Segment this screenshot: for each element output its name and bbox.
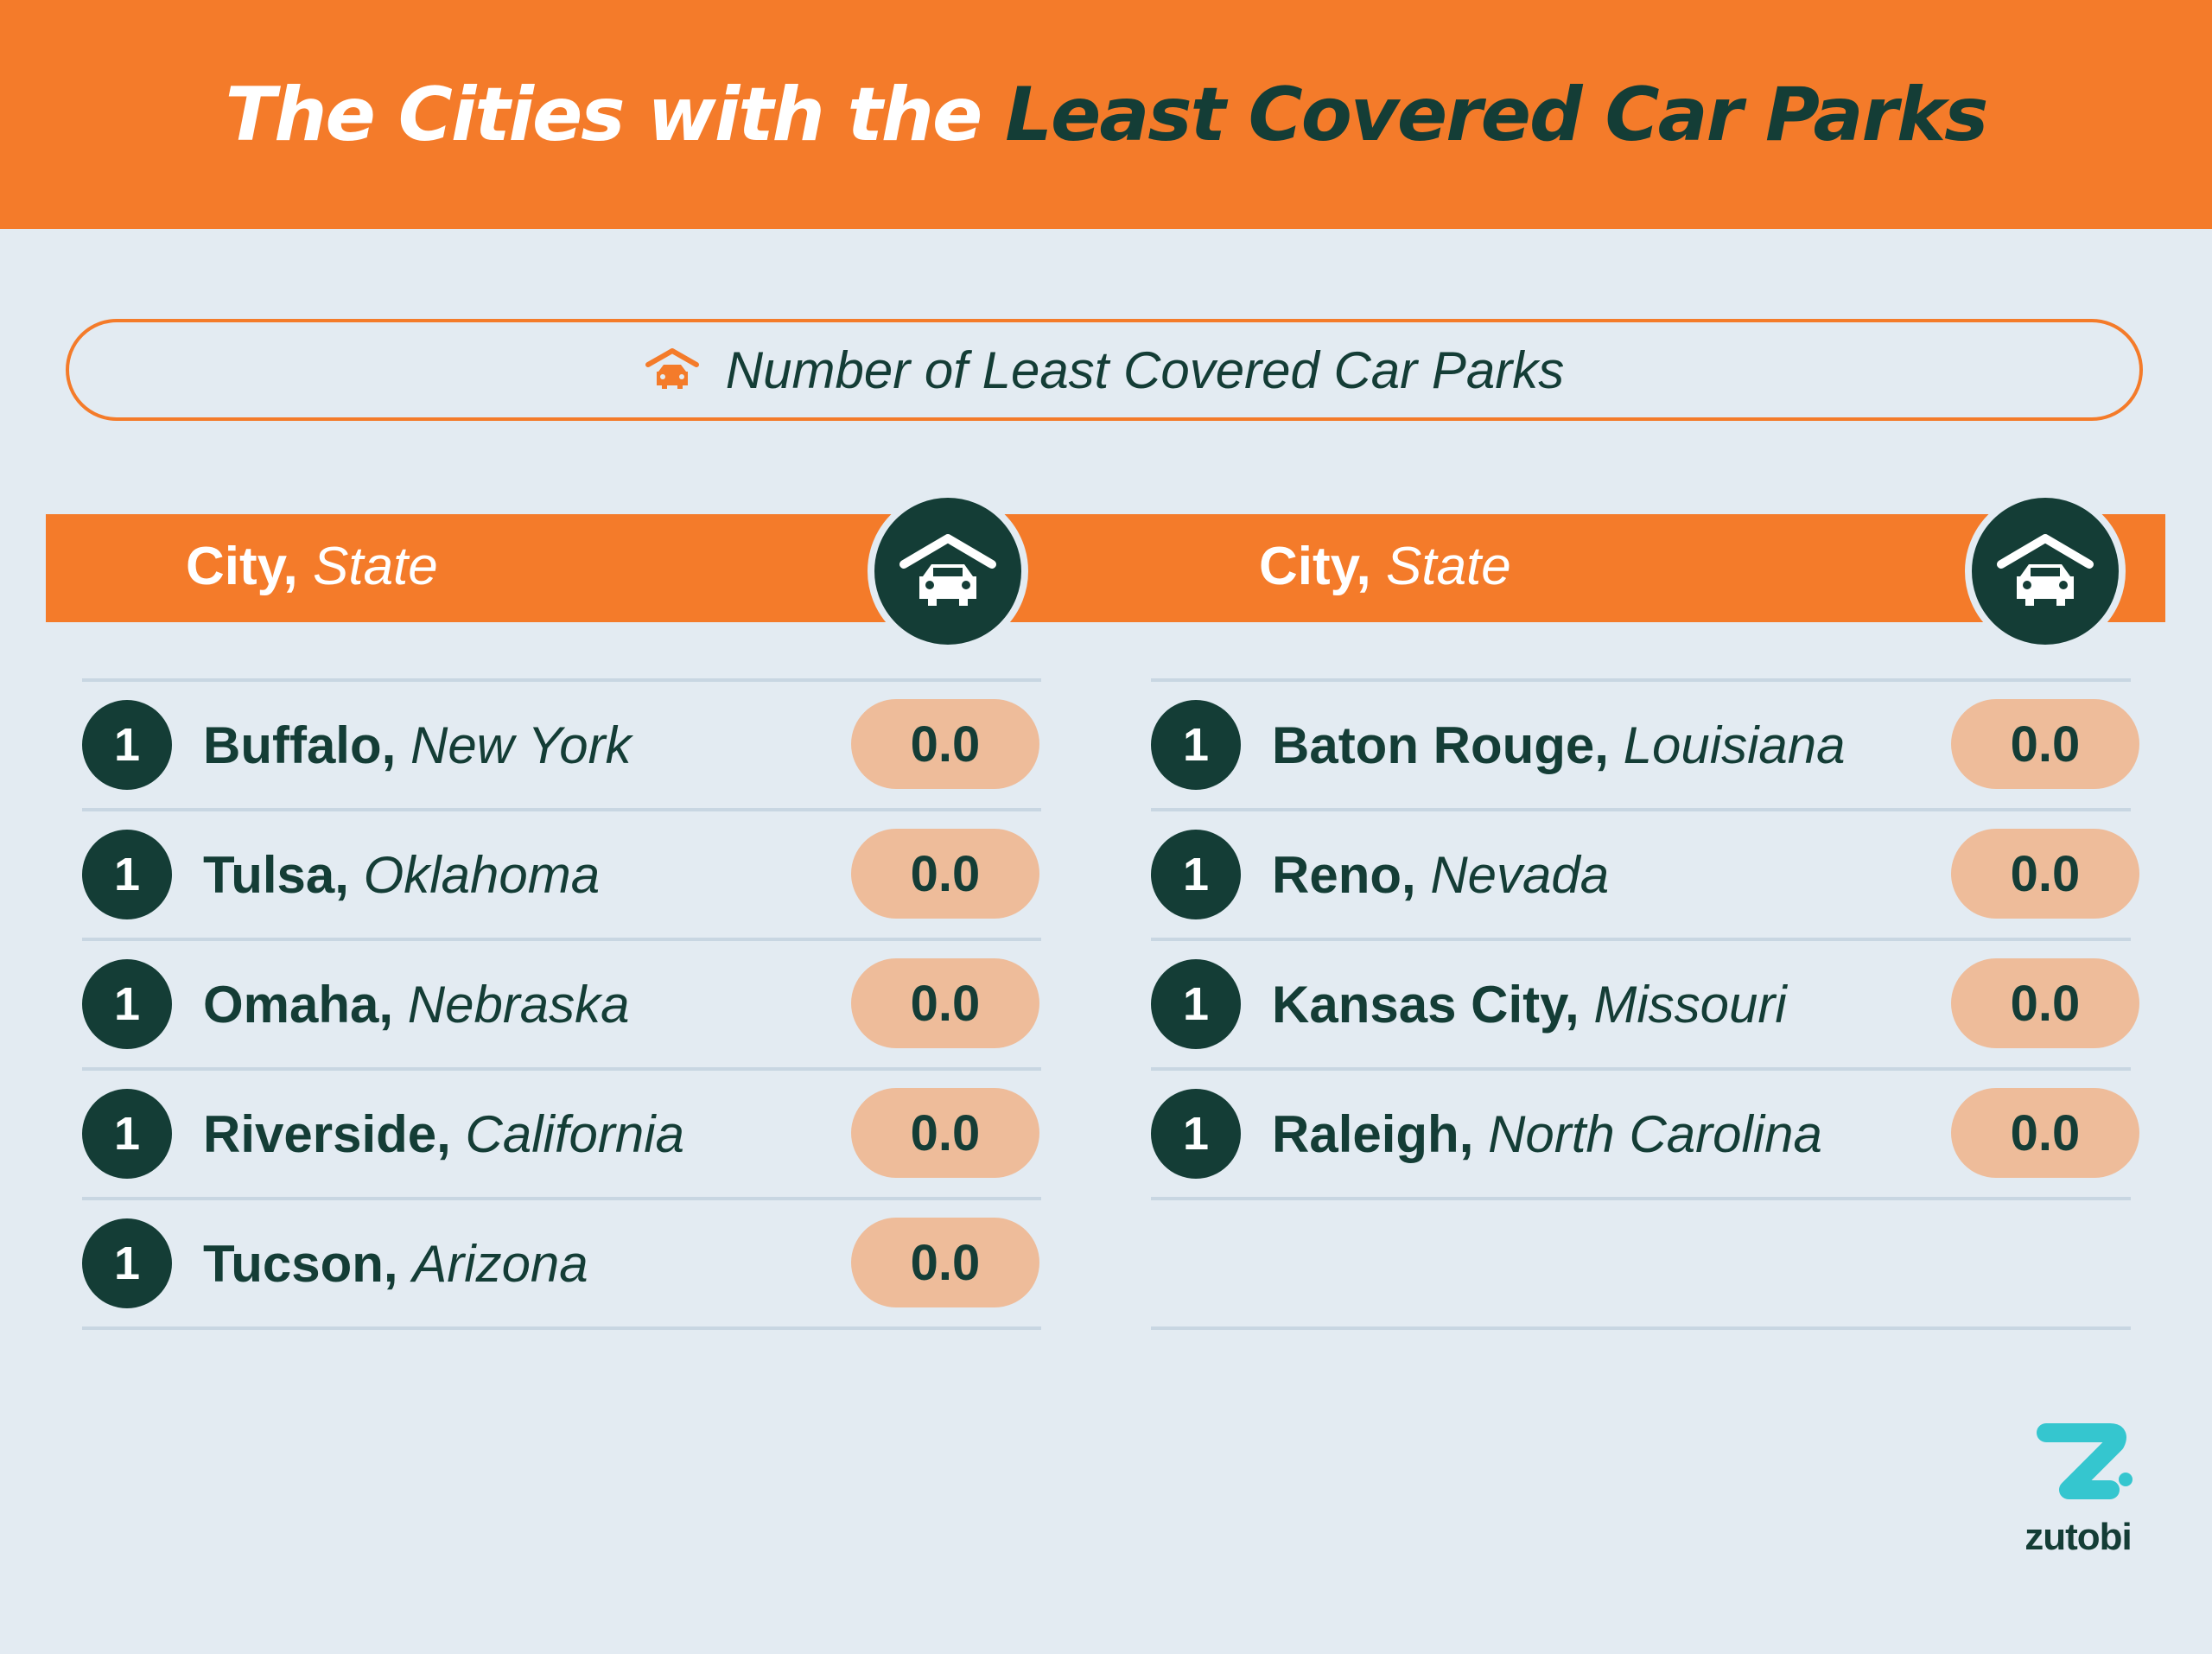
ranking-list-right: 1 Baton Rouge, Louisiana 0.0 1 Reno, Nev… <box>1151 678 2139 1330</box>
city-state: Tulsa, Oklahoma <box>203 845 600 905</box>
table-row: 1 Riverside, California 0.0 <box>82 1071 1041 1200</box>
title-part-2: Least Covered Car Parks <box>1005 71 1988 158</box>
table-row: 1 Reno, Nevada 0.0 <box>1151 811 2139 941</box>
rank-badge: 1 <box>82 700 172 790</box>
legend: Number of Least Covered Car Parks <box>66 319 2143 421</box>
city-state: Omaha, Nebraska <box>203 975 630 1034</box>
city-state: Buffalo, New York <box>203 716 632 775</box>
divider <box>82 678 1041 682</box>
state-name: Arizona <box>412 1234 588 1293</box>
table-row: 1 Buffalo, New York 0.0 <box>82 682 1041 811</box>
garage-badge-right <box>1965 491 2126 652</box>
value-pill: 0.0 <box>1951 958 2139 1048</box>
garage-car-icon <box>899 534 996 606</box>
column-header-left: City, State <box>186 536 438 597</box>
state-name: New York <box>410 716 632 774</box>
city-state: Tucson, Arizona <box>203 1234 588 1294</box>
table-row-empty <box>1151 1200 2131 1330</box>
value-pill: 0.0 <box>1951 1088 2139 1178</box>
value-pill: 0.0 <box>851 1218 1039 1307</box>
city-state: Reno, Nevada <box>1272 845 1609 905</box>
garage-car-icon <box>1997 534 2094 606</box>
state-name: California <box>465 1104 684 1163</box>
value-pill: 0.0 <box>1951 699 2139 789</box>
rank-badge: 1 <box>82 830 172 919</box>
state-name: North Carolina <box>1488 1104 1822 1163</box>
table-row: 1 Kansas City, Missouri 0.0 <box>1151 941 2139 1071</box>
zutobi-logo: zutobi <box>2013 1417 2143 1564</box>
state-name: Missouri <box>1593 975 1787 1034</box>
table-row: 1 Tulsa, Oklahoma 0.0 <box>82 811 1041 941</box>
city-header: City, <box>1259 537 1371 596</box>
city-name: Baton Rouge, <box>1272 716 1609 774</box>
city-name: Omaha, <box>203 975 394 1034</box>
city-name: Tucson, <box>203 1234 398 1293</box>
garage-badge-left <box>868 491 1028 652</box>
legend-label: Number of Least Covered Car Parks <box>725 340 1565 399</box>
title-part-1: The Cities with the <box>225 71 1006 158</box>
rank-badge: 1 <box>82 1218 172 1308</box>
title-banner: The Cities with the Least Covered Car Pa… <box>0 0 2212 229</box>
zutobi-logo-mark <box>2037 1423 2133 1499</box>
city-name: Kansas City, <box>1272 975 1580 1034</box>
city-state: Kansas City, Missouri <box>1272 975 1787 1034</box>
value-pill: 0.0 <box>851 699 1039 789</box>
state-header: State <box>313 537 438 596</box>
table-row: 1 Omaha, Nebraska 0.0 <box>82 941 1041 1071</box>
table-row: 1 Baton Rouge, Louisiana 0.0 <box>1151 682 2139 811</box>
rank-badge: 1 <box>1151 700 1241 790</box>
state-name: Nevada <box>1430 845 1610 904</box>
logo-wordmark: zutobi <box>2024 1516 2133 1558</box>
rank-badge: 1 <box>82 959 172 1049</box>
state-header: State <box>1386 537 1511 596</box>
rank-badge: 1 <box>1151 959 1241 1049</box>
rank-badge: 1 <box>82 1089 172 1179</box>
garage-car-icon <box>645 348 699 389</box>
rank-badge: 1 <box>1151 1089 1241 1179</box>
city-header: City, <box>186 537 298 596</box>
city-name: Tulsa, <box>203 845 349 904</box>
state-name: Nebraska <box>407 975 630 1034</box>
city-name: Reno, <box>1272 845 1416 904</box>
value-pill: 0.0 <box>851 829 1039 919</box>
table-row: 1 Raleigh, North Carolina 0.0 <box>1151 1071 2139 1200</box>
divider <box>1151 678 2131 682</box>
value-pill: 0.0 <box>851 958 1039 1048</box>
city-name: Raleigh, <box>1272 1104 1474 1163</box>
ranking-list-left: 1 Buffalo, New York 0.0 1 Tulsa, Oklahom… <box>82 678 1041 1330</box>
city-name: Riverside, <box>203 1104 451 1163</box>
city-state: Riverside, California <box>203 1104 684 1164</box>
column-header-right: City, State <box>1259 536 1511 597</box>
column-header-band-left <box>46 514 1029 622</box>
city-state: Baton Rouge, Louisiana <box>1272 716 1846 775</box>
state-name: Oklahoma <box>363 845 601 904</box>
table-row: 1 Tucson, Arizona 0.0 <box>82 1200 1041 1330</box>
city-state: Raleigh, North Carolina <box>1272 1104 1822 1164</box>
city-name: Buffalo, <box>203 716 397 774</box>
page-title: The Cities with the Least Covered Car Pa… <box>225 71 1989 158</box>
state-name: Louisiana <box>1623 716 1846 774</box>
rank-badge: 1 <box>1151 830 1241 919</box>
value-pill: 0.0 <box>1951 829 2139 919</box>
value-pill: 0.0 <box>851 1088 1039 1178</box>
